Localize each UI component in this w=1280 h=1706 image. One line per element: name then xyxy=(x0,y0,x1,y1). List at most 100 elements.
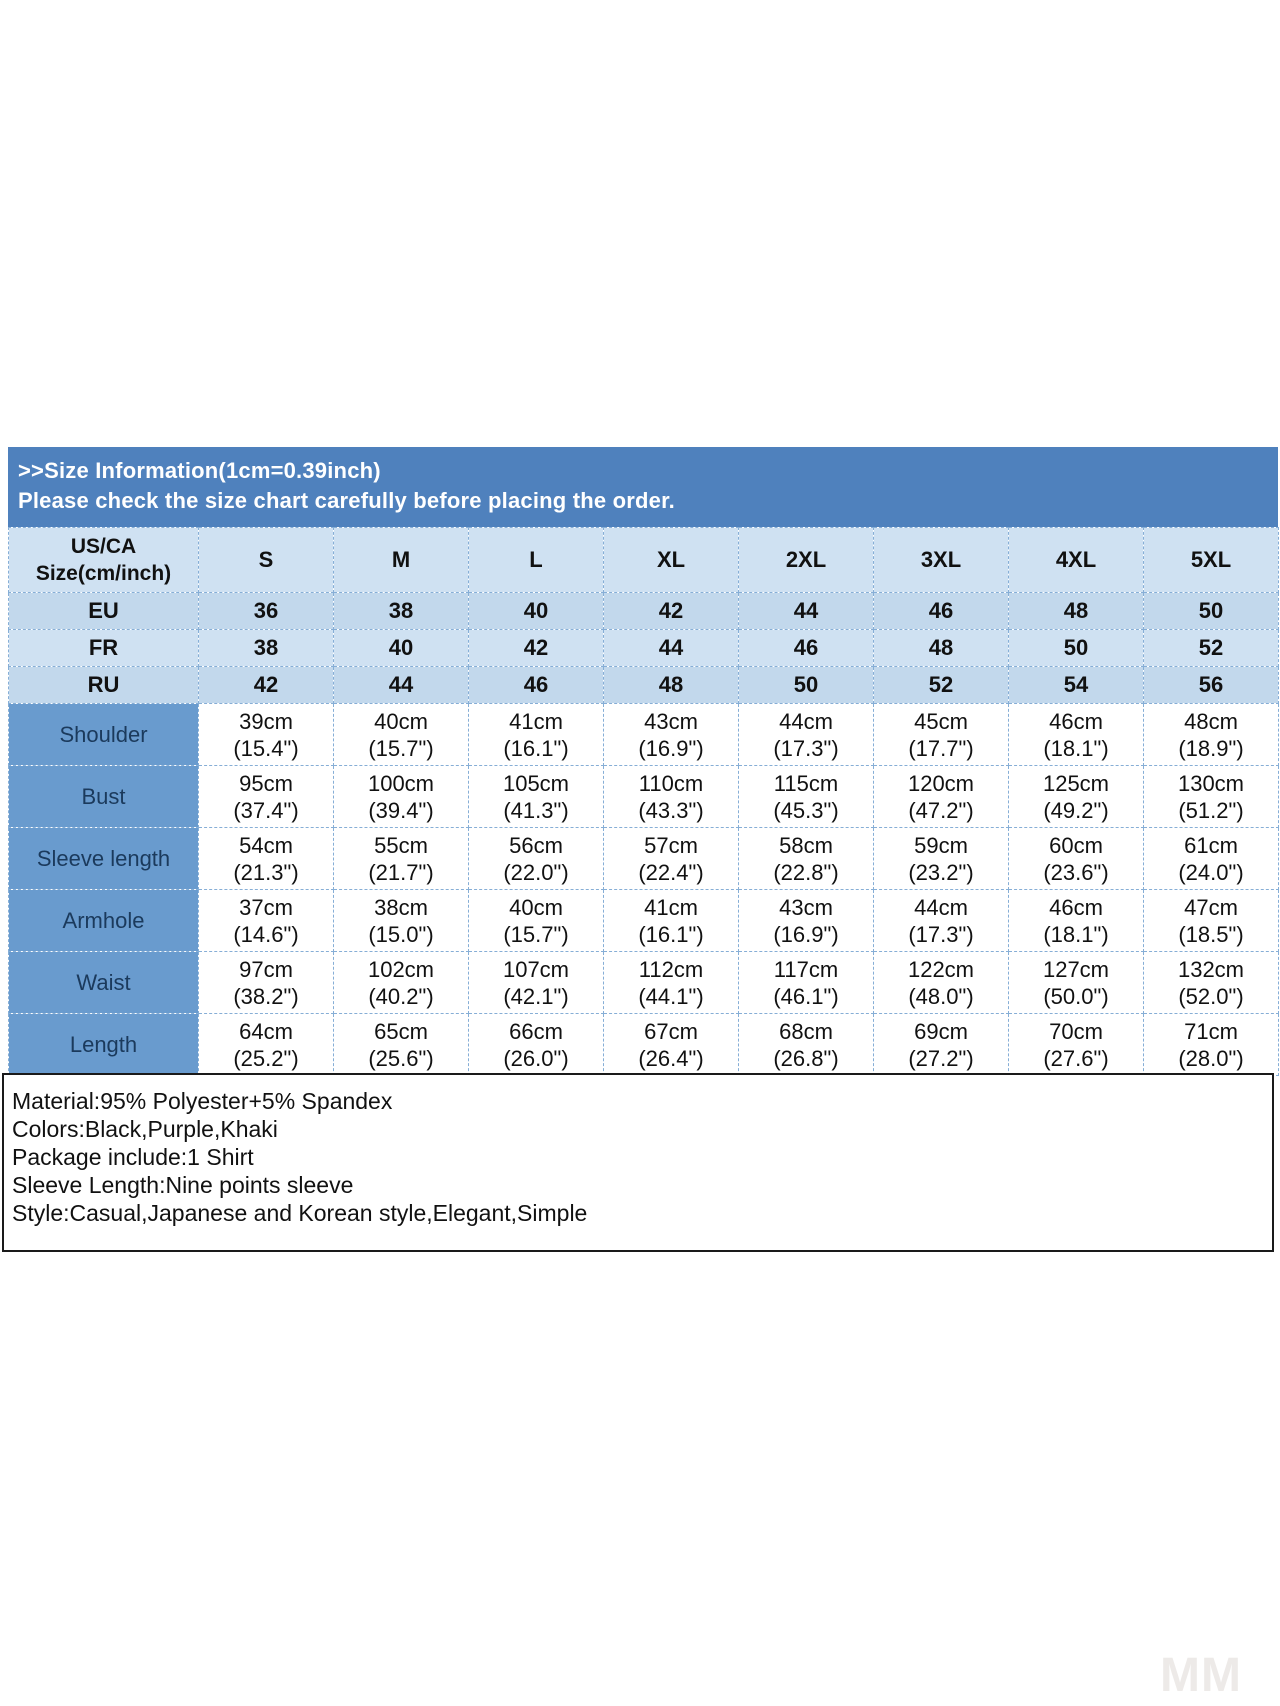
note-colors: Colors:Black,Purple,Khaki xyxy=(12,1116,278,1142)
measurement-cell-line: (42.1") xyxy=(503,983,569,1009)
measurement-cell-line: (26.4") xyxy=(638,1045,704,1071)
measurement-cell-line: (24.0") xyxy=(1178,859,1244,885)
measurement-cell: 97cm (38.2") xyxy=(198,951,334,1014)
size-system-value: 36 xyxy=(198,592,334,630)
measurement-cell: 67cm (26.4") xyxy=(603,1013,739,1076)
measurement-cell-line: 100cm xyxy=(367,770,435,796)
measurement-cell-line: 46cm xyxy=(1049,708,1103,734)
product-notes-box: Material:95% Polyester+5% Spandex Colors… xyxy=(2,1073,1274,1252)
measurement-cell: 112cm (44.1") xyxy=(603,951,739,1014)
measurement-label: Armhole xyxy=(8,889,199,952)
measurement-cell-line: (16.9") xyxy=(773,921,839,947)
size-info-subtitle: Please check the size chart carefully be… xyxy=(18,488,675,513)
size-system-value: 52 xyxy=(873,666,1009,704)
measurement-cell: 115cm (45.3") xyxy=(738,765,874,828)
measurement-cell-line: 64cm xyxy=(239,1018,293,1044)
measurement-cell-line: (18.1") xyxy=(1043,921,1109,947)
size-system-value: 42 xyxy=(603,592,739,630)
measurement-cell: 55cm (21.7") xyxy=(333,827,469,890)
measurement-cell-line: 40cm xyxy=(374,708,428,734)
note-material: Material:95% Polyester+5% Spandex xyxy=(12,1088,393,1114)
measurement-cell-line: 117cm xyxy=(773,956,839,982)
measurement-cell: 46cm (18.1") xyxy=(1008,703,1144,766)
measurement-cell-line: 48cm xyxy=(1184,708,1238,734)
measurement-cell: 117cm (46.1") xyxy=(738,951,874,1014)
measurement-cell: 40cm (15.7") xyxy=(468,889,604,952)
measurement-cell-line: 57cm xyxy=(644,832,698,858)
measurement-cell-line: (25.2") xyxy=(233,1045,299,1071)
size-column-header: L xyxy=(468,527,604,593)
measurement-row: Waist 97cm (38.2") 102cm (40.2") 107cm (42.1")… xyxy=(8,951,1279,1014)
measurement-cell-line: 38cm xyxy=(374,894,428,920)
size-system-value: 38 xyxy=(198,629,334,667)
measurement-label: Shoulder xyxy=(8,703,199,766)
measurement-cell: 120cm (47.2") xyxy=(873,765,1009,828)
size-system-row: FR 38 40 42 44 46 48 50 52 xyxy=(8,629,1279,667)
measurement-cell: 58cm (22.8") xyxy=(738,827,874,890)
measurement-cell-line: (25.6") xyxy=(368,1045,434,1071)
measurement-cell-line: 55cm xyxy=(374,832,428,858)
size-info-title: >>Size Information(1cm=0.39inch) xyxy=(18,458,381,483)
measurement-cell-line: 43cm xyxy=(779,894,833,920)
measurement-cell-line: 69cm xyxy=(914,1018,968,1044)
measurement-cell-line: (18.5") xyxy=(1178,921,1244,947)
measurement-cell: 132cm (52.0") xyxy=(1143,951,1279,1014)
measurement-cell-line: (16.9") xyxy=(638,735,704,761)
measurement-cell: 40cm (15.7") xyxy=(333,703,469,766)
measurement-cell-line: 58cm xyxy=(779,832,833,858)
measurement-cell-line: (27.6") xyxy=(1043,1045,1109,1071)
measurement-cell-line: 45cm xyxy=(914,708,968,734)
measurement-cell: 44cm (17.3") xyxy=(738,703,874,766)
measurement-cell-line: 120cm xyxy=(907,770,975,796)
watermark-logo: MM xyxy=(1160,1649,1242,1702)
size-system-value: 48 xyxy=(873,629,1009,667)
measurement-cell-line: (15.7") xyxy=(368,735,434,761)
measurement-cell-line: (23.2") xyxy=(908,859,974,885)
measurement-cell-line: (49.2") xyxy=(1043,797,1109,823)
measurement-cell-line: (17.3") xyxy=(908,921,974,947)
size-system-value: 42 xyxy=(198,666,334,704)
measurement-cell: 70cm (27.6") xyxy=(1008,1013,1144,1076)
measurement-cell-line: (46.1") xyxy=(773,983,839,1009)
measurement-cell-line: (21.7") xyxy=(368,859,434,885)
measurement-cell-line: 59cm xyxy=(914,832,968,858)
measurement-cell-line: 41cm xyxy=(644,894,698,920)
measurement-cell: 107cm (42.1") xyxy=(468,951,604,1014)
measurement-cell-line: (26.0") xyxy=(503,1045,569,1071)
measurement-cell: 38cm (15.0") xyxy=(333,889,469,952)
size-column-header: 2XL xyxy=(738,527,874,593)
measurement-cell-line: (15.0") xyxy=(368,921,434,947)
measurement-cell-line: 37cm xyxy=(239,894,293,920)
measurement-cell-line: (23.6") xyxy=(1043,859,1109,885)
measurement-cell-line: 102cm xyxy=(367,956,435,982)
measurement-cell: 61cm (24.0") xyxy=(1143,827,1279,890)
measurement-cell: 60cm (23.6") xyxy=(1008,827,1144,890)
measurement-cell-line: 44cm xyxy=(914,894,968,920)
measurement-cell: 39cm (15.4") xyxy=(198,703,334,766)
measurement-cell-line: 110cm xyxy=(638,770,704,796)
measurement-cell-line: (22.4") xyxy=(638,859,704,885)
size-system-value: 52 xyxy=(1143,629,1279,667)
measurement-cell: 59cm (23.2") xyxy=(873,827,1009,890)
measurement-cell-line: (16.1") xyxy=(638,921,704,947)
measurement-cell-line: 66cm xyxy=(509,1018,563,1044)
measurement-cell-line: 97cm xyxy=(239,956,293,982)
measurement-cell-line: (52.0") xyxy=(1178,983,1244,1009)
measurement-cell: 69cm (27.2") xyxy=(873,1013,1009,1076)
measurement-cell: 130cm (51.2") xyxy=(1143,765,1279,828)
measurement-cell: 68cm (26.8") xyxy=(738,1013,874,1076)
size-system-value: 40 xyxy=(468,592,604,630)
size-system-value: 38 xyxy=(333,592,469,630)
measurement-cell-line: 65cm xyxy=(374,1018,428,1044)
note-style: Style:Casual,Japanese and Korean style,E… xyxy=(12,1200,588,1226)
size-column-header: XL xyxy=(603,527,739,593)
size-info-banner: >>Size Information(1cm=0.39inch) Please … xyxy=(8,447,1278,527)
measurement-cell-line: 105cm xyxy=(502,770,570,796)
measurement-cell-line: (22.0") xyxy=(503,859,569,885)
measurement-cell: 37cm (14.6") xyxy=(198,889,334,952)
size-system-value: 42 xyxy=(468,629,604,667)
measurement-cell: 71cm (28.0") xyxy=(1143,1013,1279,1076)
measurement-cell-line: (45.3") xyxy=(773,797,839,823)
measurement-cell: 100cm (39.4") xyxy=(333,765,469,828)
size-column-header: 4XL xyxy=(1008,527,1144,593)
